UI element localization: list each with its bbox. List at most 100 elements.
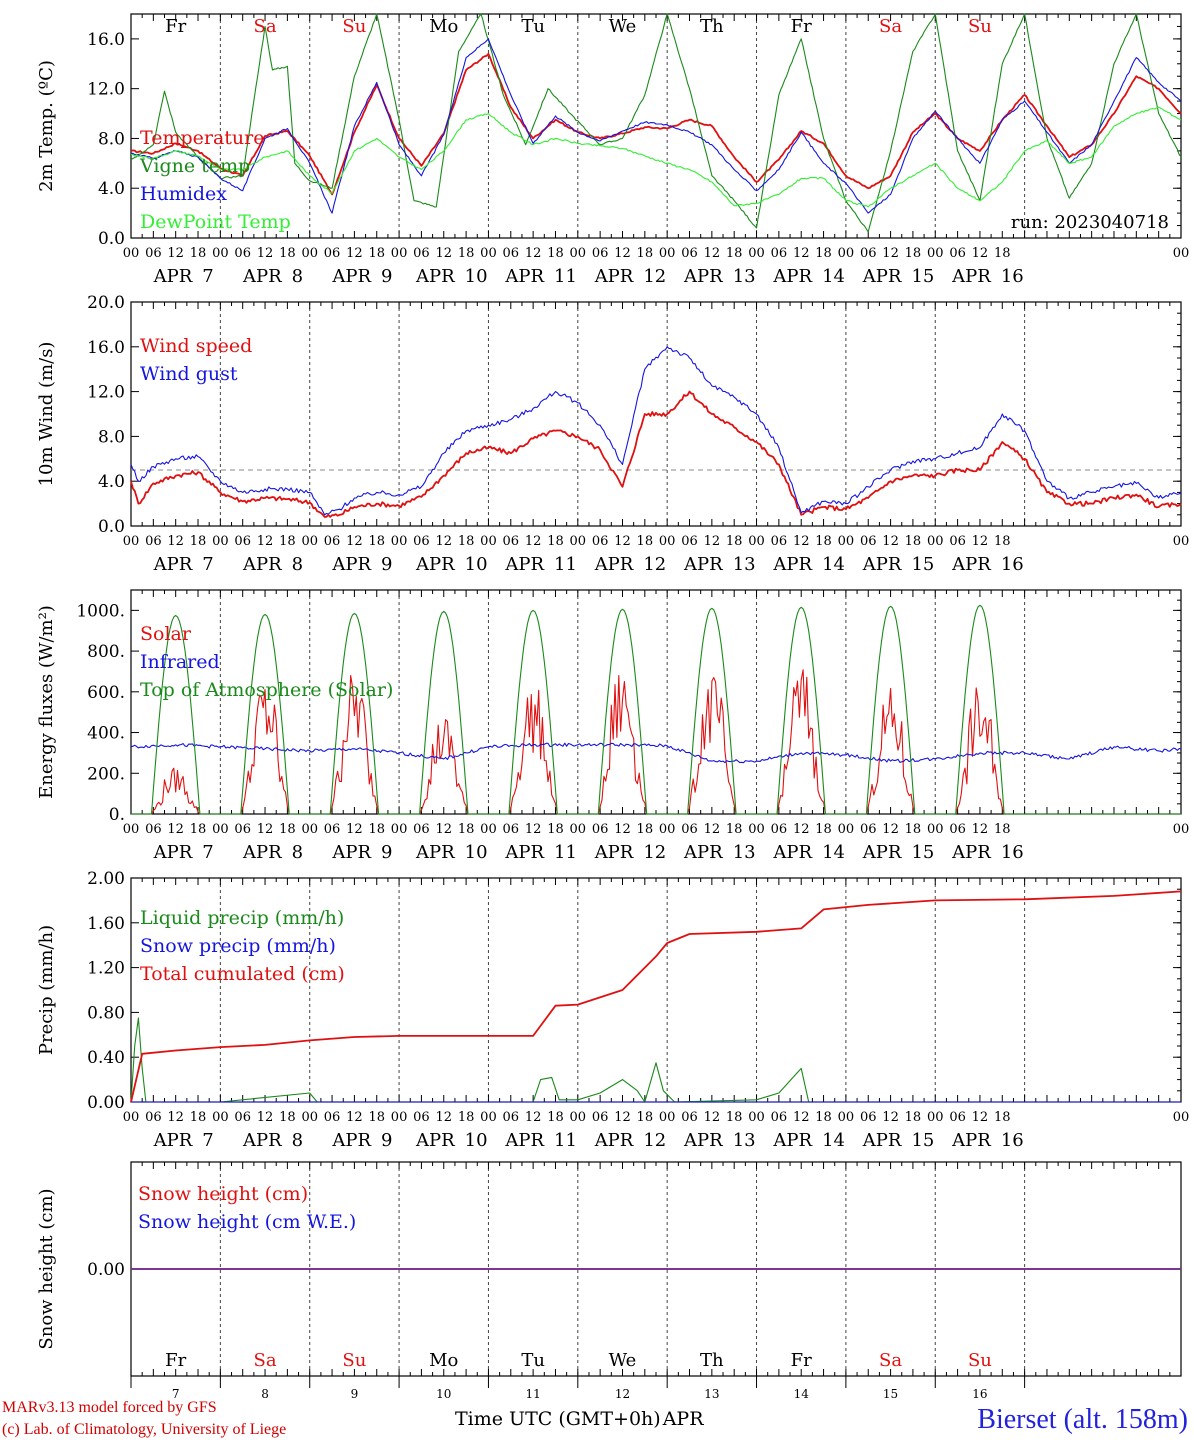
hour-label: 12 [704, 534, 721, 549]
hour-label: 00 [480, 534, 497, 549]
hour-label: 00 [659, 822, 676, 837]
date-label: APR 12 [594, 842, 667, 863]
hour-label: 06 [860, 1110, 877, 1125]
hour-label: 18 [547, 1110, 564, 1125]
day-number: 11 [525, 1387, 540, 1401]
legend-entry: Infrared [140, 651, 220, 673]
y-tick-label: 12.0 [87, 80, 125, 100]
hour-label: 12 [167, 822, 184, 837]
hour-label: 18 [547, 246, 564, 261]
y-tick-label: 16.0 [87, 338, 125, 358]
month-label: APR [683, 266, 723, 287]
date-label: APR 10 [415, 266, 488, 287]
hour-label: 06 [413, 822, 430, 837]
legend-entry: Wind speed [140, 335, 252, 357]
date-label: APR 10 [415, 554, 488, 575]
day-number: 13 [733, 842, 756, 863]
date-label: APR 16 [951, 842, 1024, 863]
date-label: APR 9 [331, 1130, 392, 1151]
hour-label: 18 [994, 1110, 1011, 1125]
hour-label: 00 [570, 246, 587, 261]
hour-label: 18 [279, 1110, 296, 1125]
legend-entry: Solar [140, 623, 192, 645]
station-name: Bierset (alt. 158m) [977, 1404, 1188, 1435]
month-label: APR [683, 1130, 723, 1151]
month-label: APR [153, 266, 193, 287]
legend-entry: Snow precip (mm/h) [140, 935, 336, 957]
hour-label: 06 [771, 534, 788, 549]
hour-label: 12 [435, 822, 452, 837]
month-label: APR [594, 554, 634, 575]
month-label: APR [862, 266, 902, 287]
date-label: APR 7 [153, 266, 214, 287]
hour-label: 18 [637, 246, 654, 261]
legend-entry: Wind gust [140, 363, 238, 385]
hour-label: 12 [972, 534, 989, 549]
hour-label: 00 [927, 1110, 944, 1125]
hour-label: 06 [771, 1110, 788, 1125]
hour-label: 00 [480, 822, 497, 837]
day-number: 16 [1001, 554, 1024, 575]
date-label: APR 8 [242, 266, 303, 287]
hour-label: 12 [257, 822, 274, 837]
month-label: APR [415, 842, 455, 863]
y-tick-label: 20.0 [87, 293, 125, 313]
hour-label: 00 [301, 534, 318, 549]
series-vigne-temp [130, 13, 1182, 233]
hour-label: 18 [190, 246, 207, 261]
y-tick-label: 0. [109, 805, 125, 825]
hour-label: 12 [257, 534, 274, 549]
series-liquid-precip-mm-h [130, 1017, 1181, 1103]
hour-label: 06 [949, 246, 966, 261]
day-number: 10 [465, 554, 488, 575]
hour-label: 18 [368, 1110, 385, 1125]
date-label: APR 13 [683, 554, 756, 575]
day-name: Fr [165, 16, 186, 37]
day-number: 12 [615, 1387, 630, 1401]
hour-label: 06 [949, 822, 966, 837]
hour-label: 12 [793, 534, 810, 549]
hour-label: 12 [882, 246, 899, 261]
hour-label: 00 [748, 822, 765, 837]
day-number: 7 [202, 554, 213, 575]
y-tick-label: 1.20 [87, 959, 125, 979]
hour-label: 12 [167, 1110, 184, 1125]
day-number: 7 [202, 1130, 213, 1151]
month-label: APR [862, 554, 902, 575]
hour-label: 18 [637, 1110, 654, 1125]
legend-entry: Total cumulated (cm) [140, 963, 345, 985]
day-name: Fr [791, 1350, 812, 1371]
hour-label: 12 [167, 246, 184, 261]
day-number: 9 [381, 842, 392, 863]
hour-label: 06 [860, 534, 877, 549]
hour-label: 06 [234, 822, 251, 837]
day-number: 9 [351, 1387, 359, 1401]
month-label: APR [153, 554, 193, 575]
y-axis-label: 10m Wind (m/s) [36, 342, 57, 487]
day-number: 7 [202, 266, 213, 287]
month-label: APR [242, 842, 282, 863]
date-label: APR 11 [504, 266, 577, 287]
hour-label: 18 [726, 246, 743, 261]
hour-label: 18 [726, 1110, 743, 1125]
month-label: APR [153, 842, 193, 863]
date-label: APR 9 [331, 842, 392, 863]
hour-label: 00 [570, 534, 587, 549]
series-wind-speed [130, 390, 1182, 518]
hour-label: 06 [503, 534, 520, 549]
hour-label: 12 [257, 1110, 274, 1125]
hour-label: 18 [547, 822, 564, 837]
day-number: 12 [643, 842, 666, 863]
day-name: Mo [429, 16, 458, 37]
panel-2: 0.0 4.0 8.0 12.0 16.0 20.0 10m Wind (m/s) 00 06 1… [36, 293, 1189, 575]
month-label: APR [594, 266, 634, 287]
day-number: 13 [733, 1130, 756, 1151]
day-number: 14 [822, 842, 845, 863]
hour-label: 12 [793, 822, 810, 837]
hour-label: 06 [771, 822, 788, 837]
hour-label: 00 [212, 246, 229, 261]
month-label: APR [504, 1130, 544, 1151]
date-label: APR 10 [415, 842, 488, 863]
day-name: Fr [165, 1350, 186, 1371]
hour-label: 00 [838, 246, 855, 261]
